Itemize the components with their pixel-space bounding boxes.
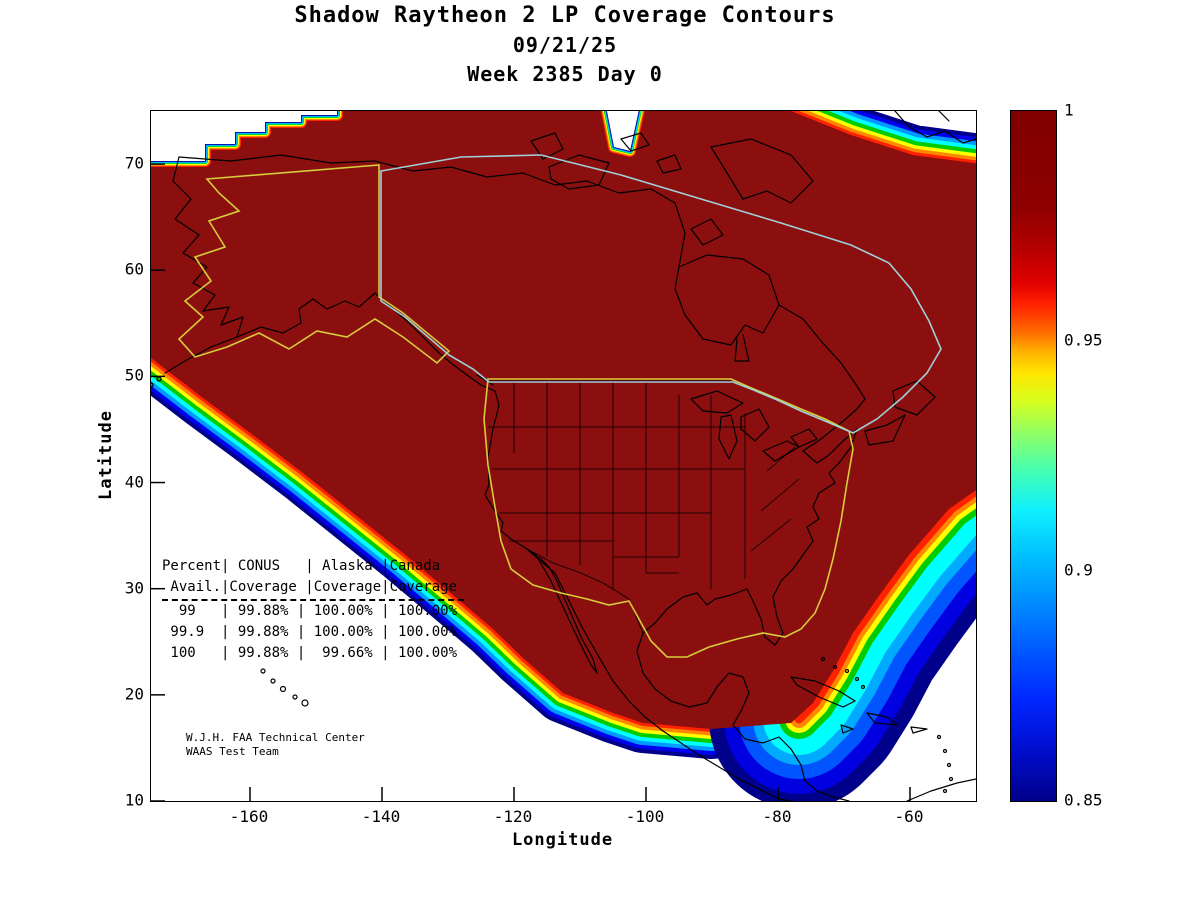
hudson-bay	[674, 254, 780, 346]
colorbar-tick-label: 0.95	[1064, 330, 1103, 350]
arctic-island-small-1	[620, 132, 650, 152]
figure-date: 09/21/25	[512, 33, 618, 57]
x-tick-label: -60	[894, 807, 924, 826]
lake-ontario	[790, 428, 818, 448]
credit-annotation: W.J.H. FAA Technical Center WAAS Test Te…	[186, 731, 365, 758]
arctic-island-small-2	[656, 154, 682, 174]
x-axis-label: Longitude	[511, 830, 614, 850]
x-tick-label: -100	[625, 807, 665, 826]
jamaica	[840, 724, 854, 734]
conus-boundary-line	[483, 378, 854, 658]
james-bay	[734, 334, 750, 362]
baffin-island	[710, 138, 814, 204]
colorbar-tick-label: 0.9	[1064, 560, 1093, 580]
no-coverage-steps	[151, 111, 337, 161]
colorbar	[1010, 110, 1057, 802]
puerto-rico	[910, 726, 928, 734]
vancouver-island	[476, 374, 494, 386]
y-tick-label: 40	[124, 472, 144, 492]
coverage-table-rows: 99 | 99.88% | 100.00% | 100.00% 99.9 | 9…	[170, 603, 458, 661]
figure-week: Week 2385 Day 0	[467, 62, 663, 86]
hispaniola	[866, 712, 898, 726]
title-block: Shadow Raytheon 2 LP Coverage Contours 0…	[150, 0, 980, 86]
victoria-island	[548, 154, 610, 190]
plot-area	[150, 110, 977, 802]
y-tick-label: 50	[124, 365, 144, 385]
labrador-coast	[778, 304, 866, 452]
axis-ticks	[151, 163, 911, 801]
alaska-boundary-line	[177, 164, 451, 365]
y-tick-label: 10	[124, 790, 144, 810]
nova-scotia	[864, 414, 906, 446]
contour-band	[794, 485, 976, 724]
alaska-south-coastline	[236, 292, 376, 338]
y-tick-label: 60	[124, 259, 144, 279]
no-coverage-notch	[606, 111, 639, 151]
southampton-island	[690, 218, 724, 246]
cuba	[790, 676, 856, 708]
canada-boundary-line	[380, 154, 942, 434]
us-mexico-border	[526, 548, 644, 634]
x-tick-label: -120	[493, 807, 533, 826]
colorbar-tick-label: 0.85	[1064, 790, 1103, 810]
coverage-table-header: Percent| CONUS | Alaska |Canada Avail.|C…	[162, 558, 458, 595]
colorbar-tick-label: 1	[1064, 100, 1074, 120]
table-separator	[162, 599, 464, 601]
y-tick-label: 30	[124, 578, 144, 598]
alaska-west-coastline	[164, 156, 244, 374]
greenland-coast	[894, 111, 976, 144]
state-boundaries	[488, 380, 800, 634]
mexico-pacific-coast	[526, 548, 792, 801]
canada-arctic-coast	[374, 160, 686, 268]
x-tick-label: -140	[361, 807, 401, 826]
map-svg	[151, 111, 976, 801]
x-tick-label: -160	[229, 807, 269, 826]
y-tick-label: 70	[124, 153, 144, 173]
figure-title: Shadow Raytheon 2 LP Coverage Contours	[294, 3, 836, 28]
coverage-contours	[151, 111, 976, 801]
x-tick-label: -80	[762, 807, 792, 826]
lake-superior	[690, 390, 744, 414]
east-gulf-coastline	[636, 428, 858, 801]
coastlines	[164, 111, 976, 801]
south-america-coast	[906, 778, 976, 801]
lake-michigan	[718, 414, 738, 460]
coverage-fill	[151, 111, 976, 729]
greenland-coast-2	[938, 111, 950, 122]
alaska-panhandle	[374, 292, 452, 364]
baja-peninsula	[526, 548, 598, 674]
y-tick-label: 20	[124, 684, 144, 704]
alaska-coastline	[178, 154, 376, 164]
banks-island	[530, 132, 564, 160]
